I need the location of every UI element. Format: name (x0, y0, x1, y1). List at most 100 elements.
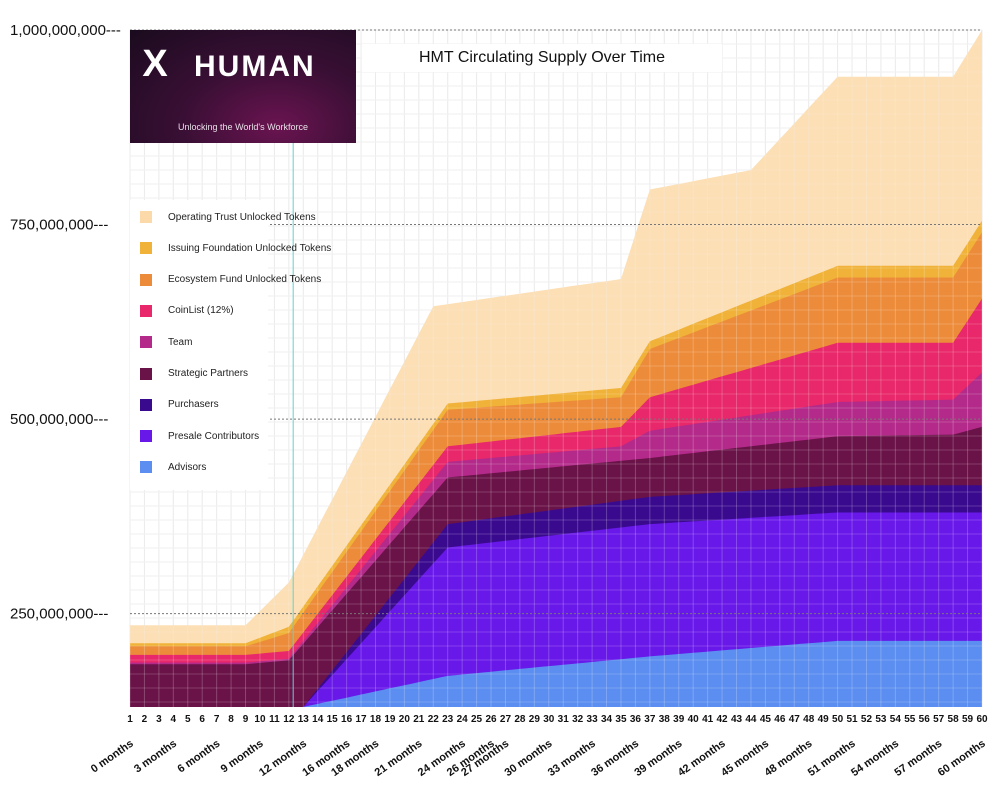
x-tick-label: 9 (243, 714, 249, 725)
x-month-label: 12 months (257, 738, 309, 779)
x-tick-label: 30 (543, 714, 555, 725)
legend-swatch (140, 273, 152, 286)
x-tick-label: 6 (199, 714, 205, 725)
x-month-label: 36 months (589, 738, 641, 779)
chart-legend: Operating Trust Unlocked Tokens Issuing F… (130, 200, 331, 490)
chart-title: HMT Circulating Supply Over Time (362, 44, 722, 72)
x-tick-label: 37 (644, 714, 656, 725)
x-tick-label: 28 (514, 714, 526, 725)
brand-logo: X HUMAN Unlocking the World's Workforce (130, 30, 356, 143)
x-tick-label: 12 (283, 714, 295, 725)
x-tick-label: 46 (774, 714, 786, 725)
x-tick-label: 23 (442, 714, 454, 725)
x-tick-label: 48 (803, 714, 815, 725)
legend-swatch (140, 430, 152, 443)
x-month-label: 30 months (503, 738, 555, 779)
x-tick-label: 49 (818, 714, 830, 725)
x-tick-label: 53 (875, 714, 887, 725)
y-tick-label: 250,000,000--- (10, 606, 108, 623)
x-tick-label: 18 (370, 714, 382, 725)
x-tick-label: 33 (587, 714, 599, 725)
x-tick-label: 14 (312, 714, 324, 725)
legend-label: Purchasers (168, 399, 219, 411)
x-tick-label: 34 (601, 714, 613, 725)
x-tick-label: 29 (529, 714, 541, 725)
x-month-label: 45 months (719, 738, 771, 779)
x-tick-label: 1 (127, 714, 133, 725)
x-month-label: 48 months (762, 738, 814, 779)
x-month-label: 6 months (175, 738, 222, 776)
x-tick-label: 36 (630, 714, 642, 725)
y-tick-label: 750,000,000--- (10, 217, 108, 234)
x-tick-label: 58 (948, 714, 960, 725)
brand-wordmark: HUMAN (194, 50, 316, 83)
x-month-label: 57 months (892, 738, 944, 779)
legend-swatch (140, 461, 152, 474)
y-tick-label: 1,000,000,000--- (10, 22, 121, 39)
x-month-label: 3 months (132, 738, 179, 776)
legend-label: Ecosystem Fund Unlocked Tokens (168, 274, 322, 286)
chart-areas (129, 29, 983, 708)
x-tick-label: 52 (861, 714, 873, 725)
x-tick-label: 39 (673, 714, 685, 725)
x-tick-label: 4 (171, 714, 177, 725)
x-tick-label: 24 (457, 714, 469, 725)
x-tick-label: 26 (485, 714, 497, 725)
x-tick-label: 35 (615, 714, 627, 725)
x-tick-label: 7 (214, 714, 220, 725)
x-tick-label: 40 (688, 714, 700, 725)
x-tick-label: 43 (731, 714, 743, 725)
x-tick-label: 20 (399, 714, 411, 725)
x-tick-label: 10 (254, 714, 266, 725)
x-tick-label: 17 (355, 714, 367, 725)
legend-item: Advisors (140, 460, 206, 474)
legend-swatch (140, 304, 152, 317)
x-tick-label: 60 (976, 714, 988, 725)
brand-tagline: Unlocking the World's Workforce (178, 122, 308, 132)
x-month-label: 51 months (806, 738, 858, 779)
x-month-label: 33 months (546, 738, 598, 779)
legend-swatch (140, 336, 152, 349)
legend-swatch (140, 398, 152, 411)
x-tick-label: 54 (890, 714, 902, 725)
x-tick-label: 32 (572, 714, 584, 725)
x-tick-label: 2 (142, 714, 148, 725)
x-month-label: 39 months (633, 738, 685, 779)
x-tick-label: 16 (341, 714, 353, 725)
legend-label: Strategic Partners (168, 368, 249, 379)
legend-label: Issuing Foundation Unlocked Tokens (168, 242, 332, 254)
legend-label: Operating Trust Unlocked Tokens (168, 211, 316, 223)
x-tick-label: 31 (558, 714, 570, 725)
x-tick-label: 44 (745, 714, 757, 725)
x-tick-label: 3 (156, 714, 162, 725)
x-tick-label: 57 (933, 714, 945, 725)
legend-item: Ecosystem Fund Unlocked Tokens (140, 273, 321, 287)
x-tick-label: 15 (327, 714, 339, 725)
legend-item: Operating Trust Unlocked Tokens (140, 210, 316, 224)
x-tick-label: 56 (919, 714, 931, 725)
x-tick-label: 21 (413, 714, 425, 725)
x-month-label: 54 months (849, 738, 901, 779)
legend-item: Presale Contributors (140, 429, 259, 443)
human-logo-icon: X (142, 43, 168, 85)
legend-item: Issuing Foundation Unlocked Tokens (140, 241, 331, 255)
series-area-1 (303, 640, 982, 707)
x-month-label: 0 months (89, 738, 136, 776)
x-tick-label: 8 (228, 714, 234, 725)
legend-item: Purchasers (140, 398, 219, 412)
x-tick-label: 11 (269, 714, 280, 725)
x-tick-label: 22 (428, 714, 440, 725)
x-tick-label: 50 (832, 714, 844, 725)
x-tick-label: 13 (298, 714, 310, 725)
x-tick-label: 5 (185, 714, 191, 725)
legend-label: Advisors (168, 461, 207, 473)
legend-label: Presale Contributors (168, 430, 260, 442)
x-tick-label: 47 (789, 714, 801, 725)
x-month-label: 42 months (676, 738, 728, 779)
legend-label: CoinList (12%) (168, 305, 234, 317)
x-month-label: 60 months (936, 738, 988, 779)
x-tick-label: 27 (500, 714, 512, 725)
x-tick-label: 51 (846, 714, 858, 725)
legend-swatch (140, 367, 152, 380)
